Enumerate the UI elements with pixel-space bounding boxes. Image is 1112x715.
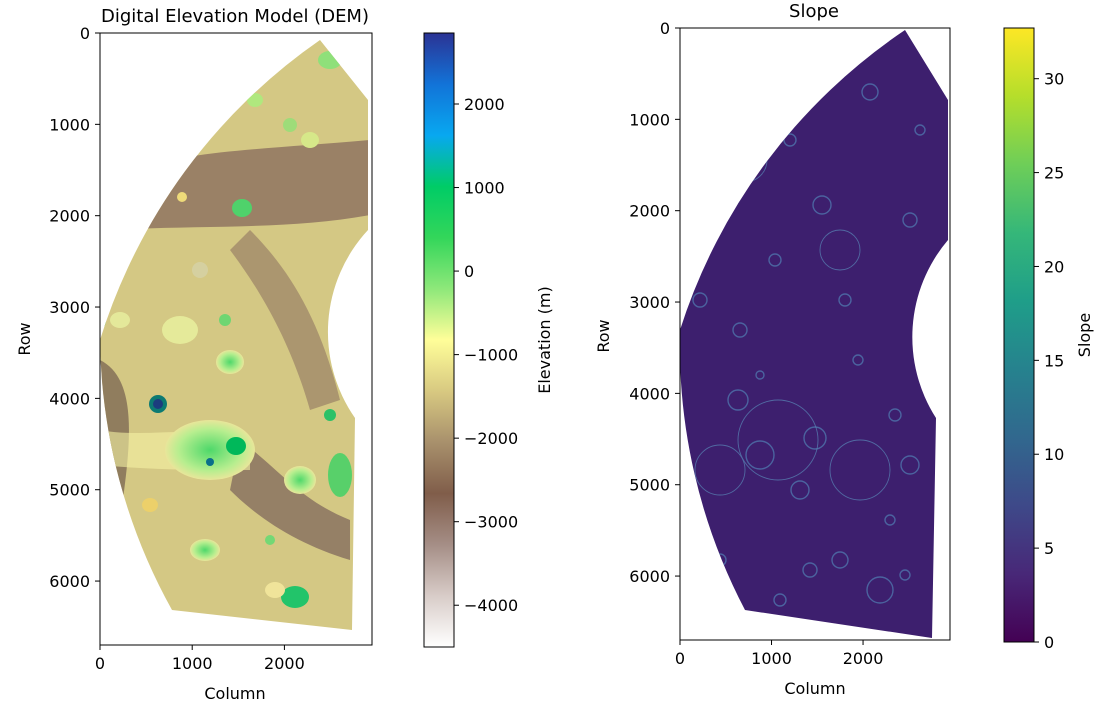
dem-y-tick-label: 1000	[49, 115, 90, 134]
dem-colorbar-tick-label: −2000	[464, 429, 518, 448]
slope-colorbar-tick-label: 10	[1044, 445, 1064, 464]
slope-colorbar-tick-label: 25	[1044, 164, 1064, 183]
slope-x-tick-label: 2000	[843, 649, 884, 668]
dem-y-tick-label: 4000	[49, 389, 90, 408]
slope-y-tick-label: 1000	[629, 110, 670, 129]
dem-colorbar: 2000 1000 0 −1000 −2000 −3000 −4000 Elevation …	[423, 32, 554, 648]
dem-y-tick-label: 3000	[49, 298, 90, 317]
slope-x-tick-label: 0	[675, 649, 685, 668]
slope-y-axis: 0 1000 2000 3000 4000 5000 6000 Row	[594, 19, 680, 586]
slope-x-tick-label: 1000	[751, 649, 792, 668]
slope-colorbar-tick-label: 20	[1044, 257, 1064, 276]
slope-y-tick-label: 2000	[629, 202, 670, 221]
slope-panel: Slope	[594, 1, 1094, 698]
dem-colorbar-label: Elevation (m)	[535, 286, 554, 393]
dem-colorbar-bar	[423, 32, 455, 648]
slope-x-axis-label: Column	[784, 679, 845, 698]
dem-y-tick-label: 6000	[49, 572, 90, 591]
dem-title: Digital Elevation Model (DEM)	[101, 6, 369, 27]
dem-y-tick-label: 5000	[49, 481, 90, 500]
dem-y-axis: 0 1000 2000 3000 4000 5000 6000 Row	[15, 24, 100, 591]
dem-x-tick-label: 2000	[264, 654, 305, 673]
dem-x-axis: 0 1000 2000 Column	[95, 645, 305, 703]
dem-colorbar-tick-label: 1000	[464, 179, 505, 198]
dem-x-tick-label: 1000	[172, 654, 213, 673]
dem-colorbar-tick-label: −3000	[464, 513, 518, 532]
slope-colorbar-tick-label: 15	[1044, 351, 1064, 370]
dem-x-axis-label: Column	[204, 684, 265, 703]
slope-title: Slope	[789, 1, 839, 22]
slope-colorbar: 30 25 20 15 10 5 0 Slope	[1003, 27, 1094, 652]
slope-y-axis-label: Row	[594, 319, 613, 352]
slope-y-tick-label: 3000	[629, 293, 670, 312]
dem-y-tick-label: 2000	[49, 207, 90, 226]
dem-y-tick-label: 0	[80, 24, 90, 43]
slope-x-axis: 0 1000 2000 Column	[675, 640, 884, 698]
slope-y-tick-label: 5000	[629, 476, 670, 495]
dem-y-axis-label: Row	[15, 322, 34, 355]
slope-colorbar-tick-label: 5	[1044, 539, 1054, 558]
dem-colorbar-tick-label: −4000	[464, 596, 518, 615]
slope-colorbar-tick-label: 0	[1044, 633, 1054, 652]
dem-panel: Digital Elevation Model (DEM)	[15, 6, 554, 703]
slope-colorbar-label: Slope	[1075, 313, 1094, 357]
dem-colorbar-tick-label: 2000	[464, 95, 505, 114]
dem-x-tick-label: 0	[95, 654, 105, 673]
slope-y-tick-label: 6000	[629, 567, 670, 586]
slope-colorbar-tick-label: 30	[1044, 70, 1064, 89]
slope-plot-frame	[679, 27, 951, 641]
slope-y-tick-label: 0	[660, 19, 670, 38]
dem-plot-frame	[99, 32, 373, 646]
dem-raster	[100, 40, 368, 630]
dem-colorbar-tick-label: 0	[464, 262, 474, 281]
dem-colorbar-tick-label: −1000	[464, 346, 518, 365]
slope-y-tick-label: 4000	[629, 384, 670, 403]
slope-raster	[679, 30, 948, 638]
slope-colorbar-bar	[1003, 27, 1035, 643]
